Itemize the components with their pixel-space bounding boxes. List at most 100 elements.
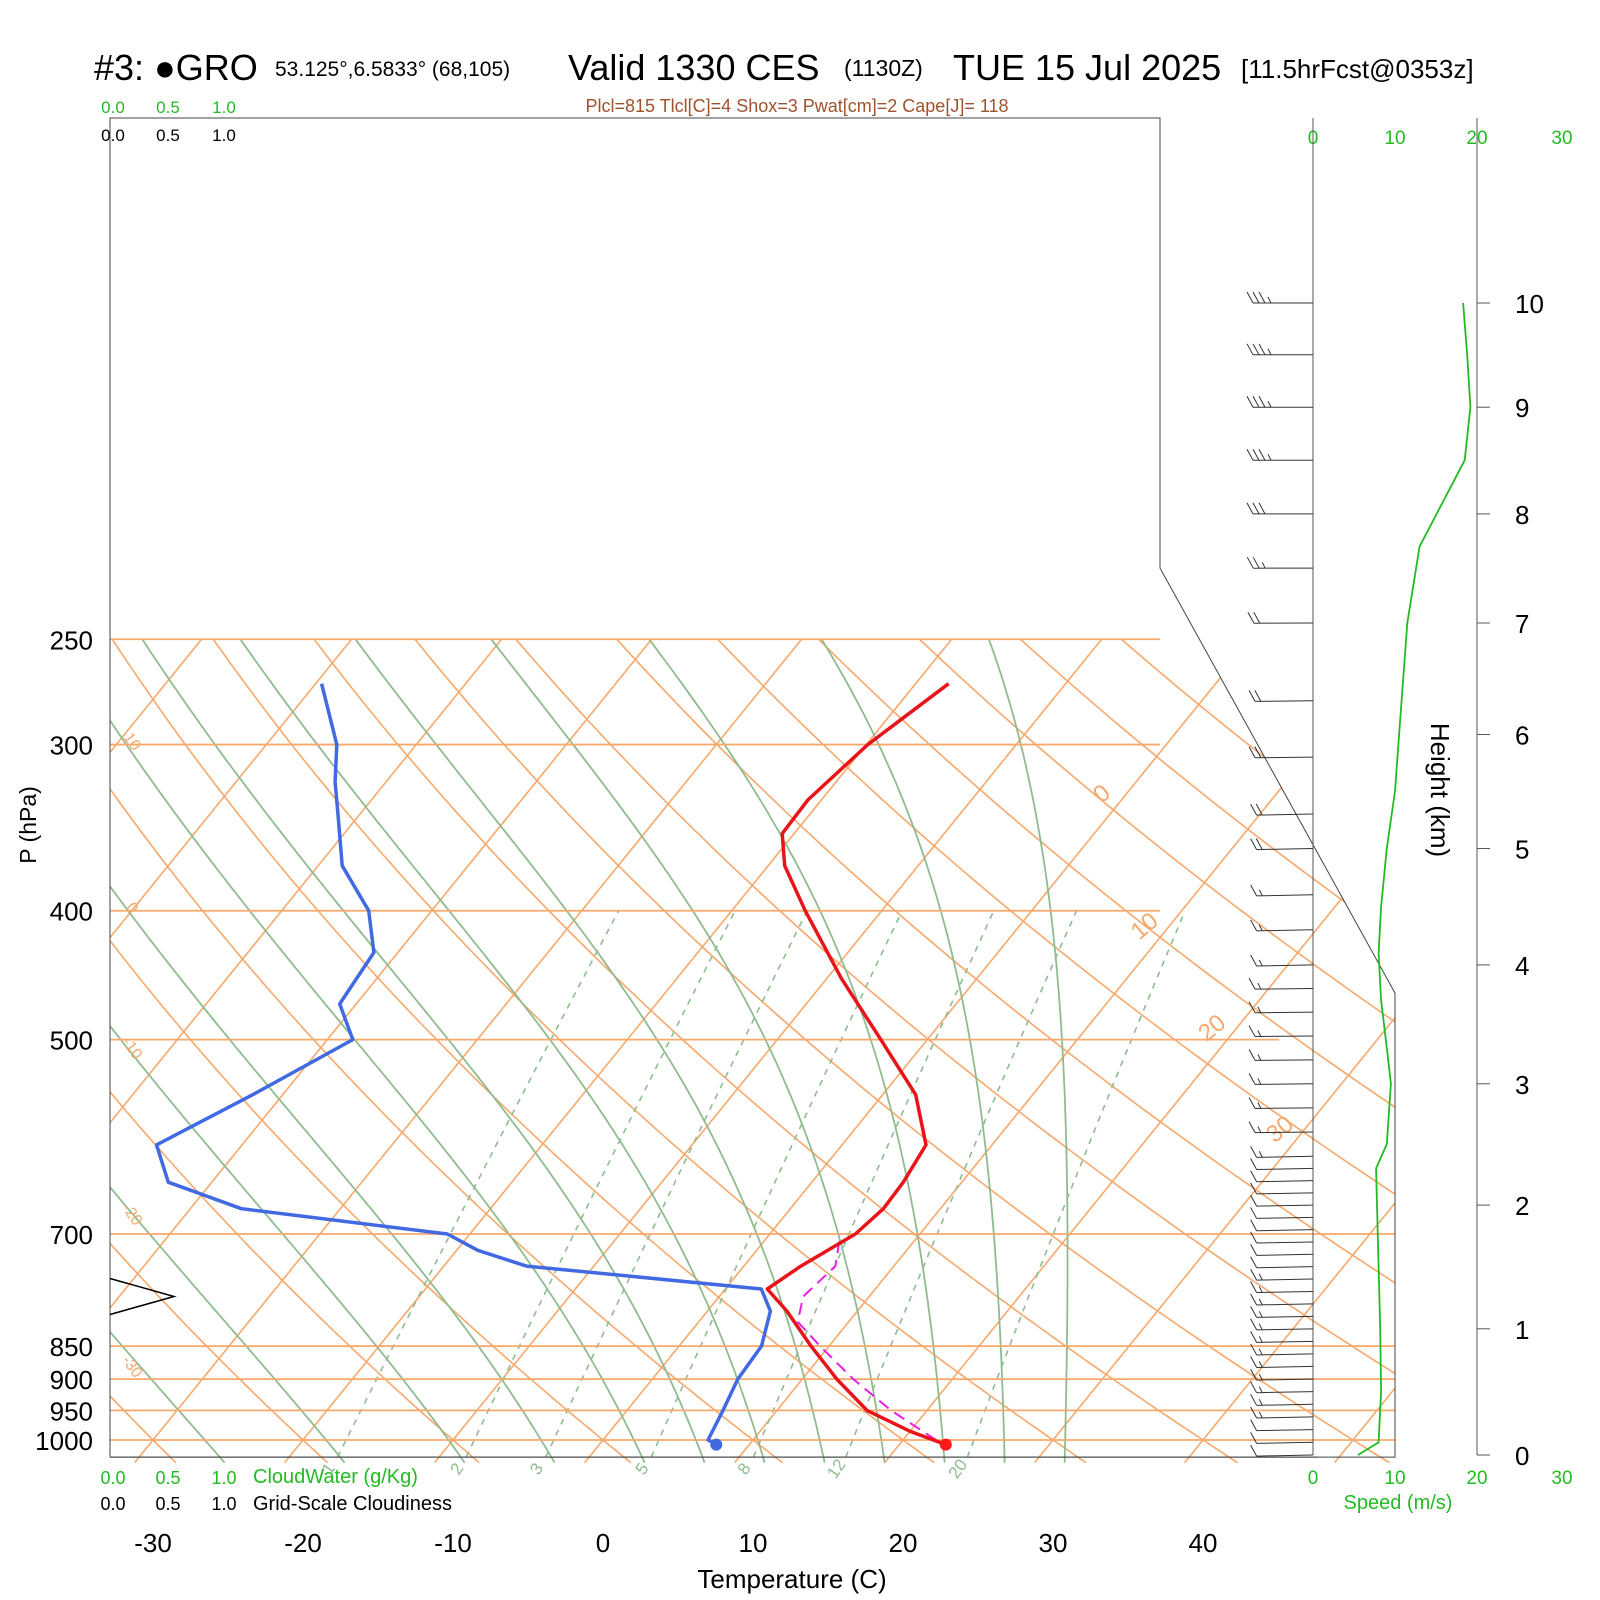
temperature-axis: -30 -20 -10 0 10 20 30 40 bbox=[134, 1528, 1217, 1558]
wind-barb-flag bbox=[1258, 291, 1266, 304]
moist-adiabat-line bbox=[110, 638, 646, 1464]
wind-barb-flag bbox=[1248, 1073, 1256, 1085]
dry-adiabat-line bbox=[313, 638, 1239, 1464]
wind-barb-flag bbox=[1250, 1207, 1258, 1219]
moist-adiabat-line bbox=[141, 638, 706, 1464]
wind-barb-half-flag bbox=[1258, 1311, 1263, 1318]
wind-barb-flag bbox=[1252, 343, 1260, 356]
wind-barb-staff bbox=[1256, 894, 1314, 897]
zulu-time: (1130Z) bbox=[844, 55, 923, 81]
wind-barb-flag bbox=[1250, 1268, 1258, 1281]
height-tick-label: 5 bbox=[1515, 835, 1529, 865]
wind-barb bbox=[1250, 1256, 1314, 1269]
wind-barb-half-flag bbox=[1258, 1323, 1263, 1331]
wind-barb-flag bbox=[1255, 838, 1263, 850]
wind-barb-staff bbox=[1255, 756, 1314, 759]
wind-barb-half-flag bbox=[1257, 1078, 1262, 1085]
wind-barb-half-flag bbox=[1258, 959, 1263, 967]
height-axis: 0 1 2 3 4 5 6 7 8 9 10 bbox=[1477, 289, 1544, 1471]
temperature-tick-label: -30 bbox=[134, 1528, 172, 1558]
temperature-tick-label: 40 bbox=[1189, 1528, 1218, 1558]
moist-adiabat-line bbox=[239, 638, 766, 1463]
wind-barb bbox=[1248, 1049, 1314, 1061]
wind-barb-staff bbox=[1256, 1365, 1314, 1369]
wind-barb-half-flag bbox=[1267, 400, 1272, 408]
pressure-tick-label: 900 bbox=[50, 1365, 93, 1395]
wind-barb-staff bbox=[1256, 1429, 1314, 1432]
y-axis-title: P (hPa) bbox=[15, 786, 41, 864]
wind-barb bbox=[1246, 502, 1313, 515]
wind-barb bbox=[1248, 690, 1314, 702]
moist-adiabat-line bbox=[110, 638, 466, 1464]
height-tick-label: 9 bbox=[1515, 393, 1529, 423]
wind-barb-flag bbox=[1252, 291, 1260, 304]
wind-barb-flag bbox=[1250, 1244, 1258, 1256]
wind-barb-staff bbox=[1256, 848, 1314, 851]
wind-barb-half-flag bbox=[1258, 1398, 1263, 1406]
height-tick-label: 7 bbox=[1515, 609, 1529, 639]
wind-barb-staff bbox=[1256, 929, 1314, 932]
wind-barb bbox=[1246, 291, 1313, 304]
height-tick-label: 2 bbox=[1515, 1191, 1529, 1221]
isotherm-line bbox=[0, 639, 52, 1462]
forecast-info: [11.5hrFcst@0353z] bbox=[1241, 54, 1474, 84]
wind-barb-staff bbox=[1256, 1253, 1314, 1256]
wind-barb-half-flag bbox=[1258, 1348, 1263, 1356]
wind-barb bbox=[1250, 954, 1314, 967]
wind-barb-half-flag bbox=[1258, 924, 1263, 931]
temperature-tick-label: 0 bbox=[596, 1528, 610, 1558]
wind-barb-flag bbox=[1247, 612, 1255, 624]
wind-barb-flag bbox=[1248, 746, 1256, 758]
dry-adiabat-line bbox=[515, 638, 1395, 1464]
moist-adiabat-line bbox=[988, 638, 1069, 1463]
wind-speed-tick-bottom: 0 bbox=[1308, 1468, 1319, 1489]
wind-barb-staff bbox=[1256, 1454, 1314, 1457]
wind-barb-half-flag bbox=[1258, 1151, 1263, 1158]
wind-barb-staff bbox=[1256, 1216, 1314, 1219]
wind-barb-flag bbox=[1250, 1194, 1258, 1207]
dry-adiabat-line bbox=[110, 638, 632, 1464]
cloudiness-tick-bottom: 0.0 bbox=[100, 1494, 125, 1514]
temperature-tick-label: 20 bbox=[889, 1528, 918, 1558]
wind-barb bbox=[1248, 1001, 1314, 1014]
dry-adiabat-line bbox=[1221, 638, 1395, 1464]
temperature-tick-label: 10 bbox=[739, 1528, 768, 1558]
wind-barb bbox=[1246, 395, 1313, 408]
wind-barb-flag bbox=[1250, 1406, 1258, 1419]
wind-speed-tick-top: 20 bbox=[1466, 128, 1487, 149]
mixing-ratio-line bbox=[845, 910, 1078, 1458]
wind-barb bbox=[1250, 1356, 1314, 1369]
wind-barb bbox=[1250, 1406, 1314, 1419]
mixing-ratio-label: 5 bbox=[632, 1460, 653, 1479]
cloudwater-tick-bottom: 1.0 bbox=[211, 1468, 236, 1488]
wind-barb bbox=[1250, 1432, 1314, 1444]
wind-barb bbox=[1250, 1381, 1314, 1394]
wind-barb-staff bbox=[1255, 1131, 1314, 1134]
wind-barb-flag bbox=[1250, 1394, 1258, 1406]
wind-barb-flag bbox=[1248, 1121, 1256, 1133]
wind-barb bbox=[1250, 1244, 1314, 1256]
wind-barb-flag bbox=[1246, 291, 1254, 304]
isotherm-line bbox=[134, 638, 803, 1464]
wind-barb-flag bbox=[1250, 919, 1258, 932]
wind-barb bbox=[1250, 1394, 1314, 1406]
wind-barb-flag bbox=[1250, 1381, 1258, 1393]
parcel-path-line bbox=[796, 1233, 937, 1441]
wind-barb-staff bbox=[1256, 1192, 1314, 1195]
wind-barb-flag bbox=[1246, 449, 1254, 461]
dry-adiabat-line bbox=[212, 638, 1087, 1464]
wind-barb-flag bbox=[1250, 1318, 1258, 1331]
wind-barb-flag bbox=[1250, 1306, 1258, 1318]
mixing-ratio-line bbox=[752, 910, 995, 1458]
wind-barb-half-flag bbox=[1257, 1102, 1262, 1109]
wind-barb bbox=[1250, 1146, 1314, 1158]
moist-adiabat-line bbox=[354, 638, 826, 1463]
height-tick-label: 0 bbox=[1515, 1441, 1529, 1471]
mixing-ratio-label: 20 bbox=[945, 1456, 971, 1482]
height-tick-label: 4 bbox=[1515, 951, 1529, 981]
wind-speed-tick-bottom: 30 bbox=[1551, 1468, 1572, 1489]
wind-barb bbox=[1250, 919, 1314, 932]
wind-barb-half-flag bbox=[1257, 1054, 1262, 1061]
wind-barb-staff bbox=[1256, 1266, 1314, 1269]
dry-adiabat-line bbox=[1525, 639, 1600, 1462]
